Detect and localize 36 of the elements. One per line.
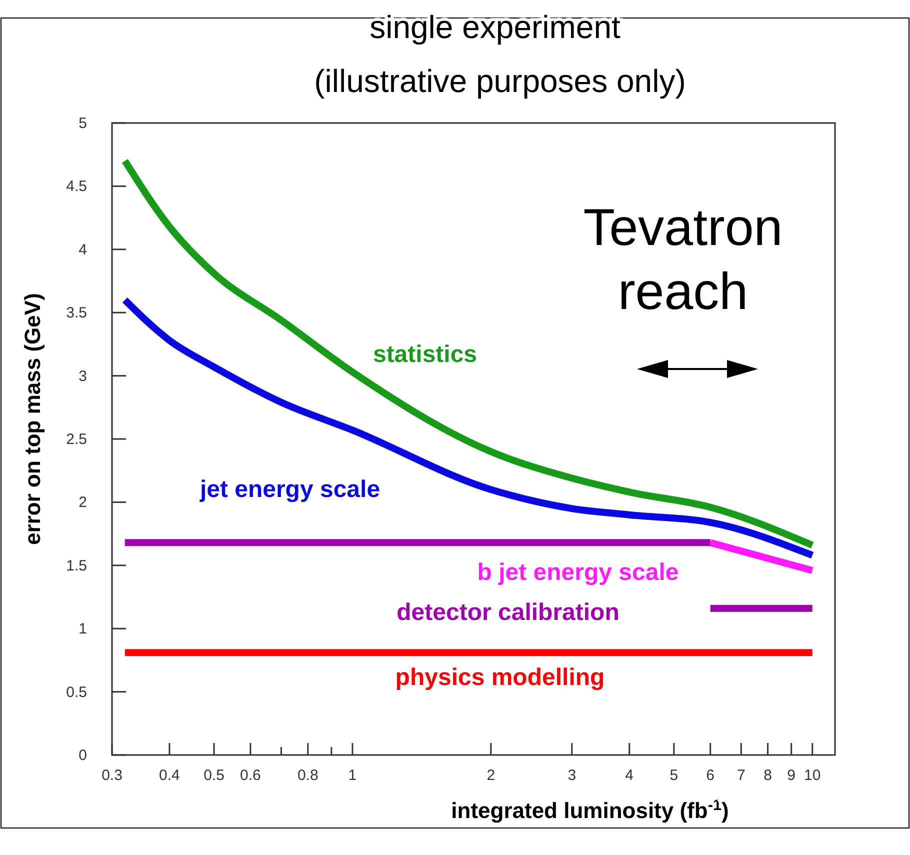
y-tick-label: 5 [78, 115, 87, 132]
y-tick-label: 1.5 [66, 557, 87, 574]
y-axis-title: error on top mass (GeV) [20, 293, 45, 545]
y-tick-label: 3.5 [66, 304, 87, 322]
x-tick-label: 8 [764, 767, 772, 784]
x-tick-label: 4 [625, 767, 634, 784]
x-tick-label: 3 [568, 767, 576, 784]
y-tick-label: 2 [78, 494, 87, 512]
x-tick-label: 0.4 [159, 767, 180, 784]
y-tick-label: 3 [78, 368, 87, 385]
x-tick-label: 0.3 [102, 767, 122, 784]
x-tick-label: 2 [486, 767, 496, 784]
series-label: jet energy scale [198, 476, 380, 503]
annotation: Tevatron reach [583, 199, 783, 321]
y-tick-label: 4 [78, 241, 87, 258]
x-tick-label: 0.8 [297, 767, 318, 784]
y-tick-label: 2.5 [66, 431, 87, 448]
y-tick-label: 0 [78, 747, 87, 764]
x-tick-label: 0.6 [240, 767, 261, 784]
x-tick-label: 6 [706, 767, 715, 784]
x-tick-label: 7 [736, 767, 746, 784]
series-label: statistics [372, 341, 478, 368]
y-tick-label: 0.5 [66, 684, 87, 701]
x-tick-label: 0.5 [204, 767, 224, 784]
y-tick-label: 4.5 [66, 178, 87, 196]
x-tick-label: 9 [787, 767, 796, 784]
x-tick-label: 10 [804, 767, 821, 784]
series-label: b jet energy scale [477, 559, 679, 586]
y-tick-label: 1 [78, 620, 87, 638]
text: detector calibration [396, 599, 620, 626]
chart-subtitle: (illustrative purposes only) [314, 63, 686, 99]
series-label: physics modelling [395, 664, 605, 691]
x-tick-label: 5 [670, 767, 678, 784]
x-axis-title: integrated luminosity (fb$^{-1}$) [451, 796, 729, 823]
chart-title: single experiment [370, 9, 621, 45]
x-tick-label: 1 [348, 767, 357, 784]
